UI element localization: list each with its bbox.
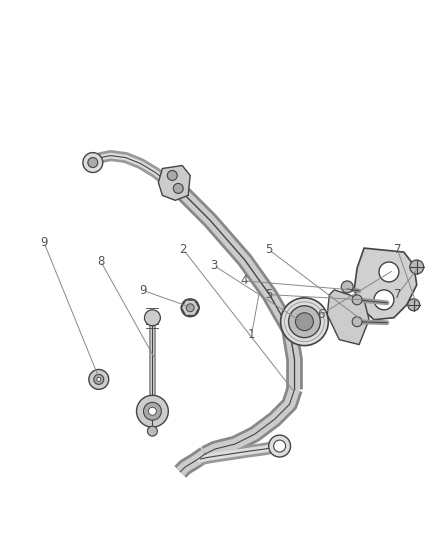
Circle shape [379,262,399,282]
Circle shape [145,310,160,326]
Circle shape [148,426,157,436]
Circle shape [341,281,353,293]
Circle shape [352,317,362,327]
Circle shape [173,183,183,193]
Circle shape [268,435,290,457]
Circle shape [374,290,394,310]
Text: 2: 2 [180,243,187,256]
Text: 5: 5 [265,288,272,301]
Circle shape [167,171,177,181]
Circle shape [274,440,286,452]
Text: 7: 7 [394,288,401,301]
Text: 4: 4 [240,274,247,287]
Circle shape [144,402,161,420]
Circle shape [410,260,424,274]
Polygon shape [159,166,190,200]
Circle shape [186,304,194,312]
Circle shape [94,375,104,384]
Text: 1: 1 [248,328,255,341]
Circle shape [289,306,320,337]
Circle shape [352,295,362,305]
Polygon shape [354,248,417,320]
Circle shape [148,407,156,415]
Text: 7: 7 [394,243,401,256]
Circle shape [88,158,98,167]
Text: 9: 9 [40,236,48,249]
Circle shape [137,395,168,427]
Text: 9: 9 [139,284,147,297]
Circle shape [296,313,314,330]
Text: 5: 5 [265,243,272,256]
Circle shape [281,298,328,345]
Circle shape [83,152,103,173]
Circle shape [408,299,420,311]
Polygon shape [181,300,199,316]
Text: 6: 6 [318,308,325,321]
Text: 3: 3 [210,259,217,272]
Circle shape [89,369,109,389]
Circle shape [97,377,101,382]
Circle shape [181,299,199,317]
Polygon shape [327,290,369,345]
Text: 8: 8 [97,255,104,268]
